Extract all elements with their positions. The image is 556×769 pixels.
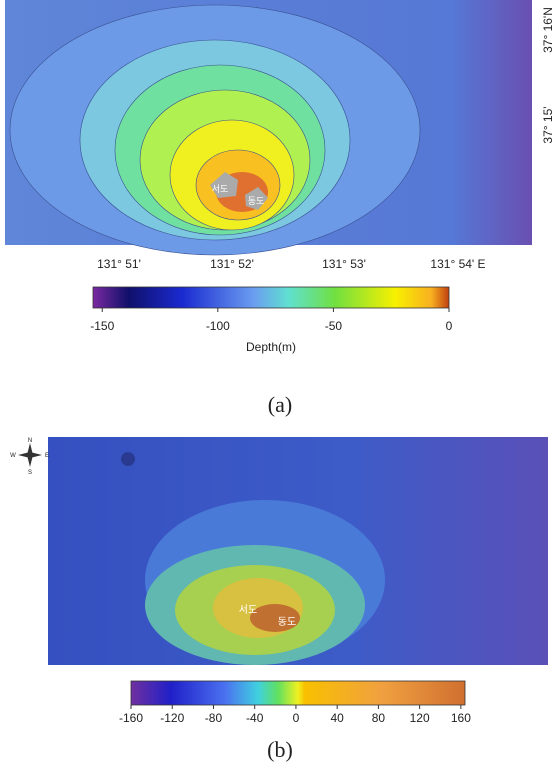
longitude-label: 131° 52' bbox=[210, 257, 254, 271]
colorbar bbox=[93, 287, 449, 308]
compass-letter: W bbox=[10, 453, 16, 459]
island-label: 서도 bbox=[239, 604, 257, 616]
caption: (b) bbox=[267, 737, 293, 762]
colorbar-tick-label: -100 bbox=[206, 319, 230, 333]
longitude-label: 131° 51' bbox=[97, 257, 141, 271]
island-label: 서도 bbox=[212, 184, 229, 194]
island-label: 동도 bbox=[248, 196, 265, 206]
compass-letter: N bbox=[28, 438, 32, 444]
map-b bbox=[48, 437, 548, 665]
colorbar-label: Depth(m) bbox=[246, 340, 296, 354]
island-label: 동도 bbox=[278, 616, 296, 628]
colorbar-tick-label: -120 bbox=[160, 711, 184, 725]
colorbar-tick-label: -80 bbox=[205, 711, 223, 725]
compass-letter: S bbox=[28, 470, 32, 476]
colorbar-tick-label: -160 bbox=[119, 711, 143, 725]
caption: (a) bbox=[268, 392, 292, 417]
colorbar-tick-label: 0 bbox=[446, 319, 453, 333]
latitude-label: 37° 16'N bbox=[541, 7, 555, 53]
colorbar-tick-label: 160 bbox=[451, 711, 471, 725]
map-a bbox=[5, 0, 532, 255]
colorbar-tick-label: -40 bbox=[246, 711, 264, 725]
colorbar bbox=[131, 681, 465, 705]
compass bbox=[18, 443, 42, 467]
colorbar-tick-label: 0 bbox=[293, 711, 300, 725]
longitude-label: 131° 53' bbox=[322, 257, 366, 271]
figure: 131° 51' 131° 52' 131° 53' 131° 54' E 37° 16… bbox=[0, 0, 556, 764]
colorbar-tick-label: 80 bbox=[372, 711, 386, 725]
compass-letter: E bbox=[45, 453, 49, 459]
latitude-label: 37° 15' bbox=[541, 106, 555, 143]
colorbar-tick-label: -150 bbox=[90, 319, 114, 333]
colorbar-tick-label: -50 bbox=[325, 319, 343, 333]
colorbar-tick-label: 40 bbox=[330, 711, 344, 725]
longitude-label: 131° 54' E bbox=[430, 257, 485, 271]
colorbar-tick-label: 120 bbox=[410, 711, 430, 725]
